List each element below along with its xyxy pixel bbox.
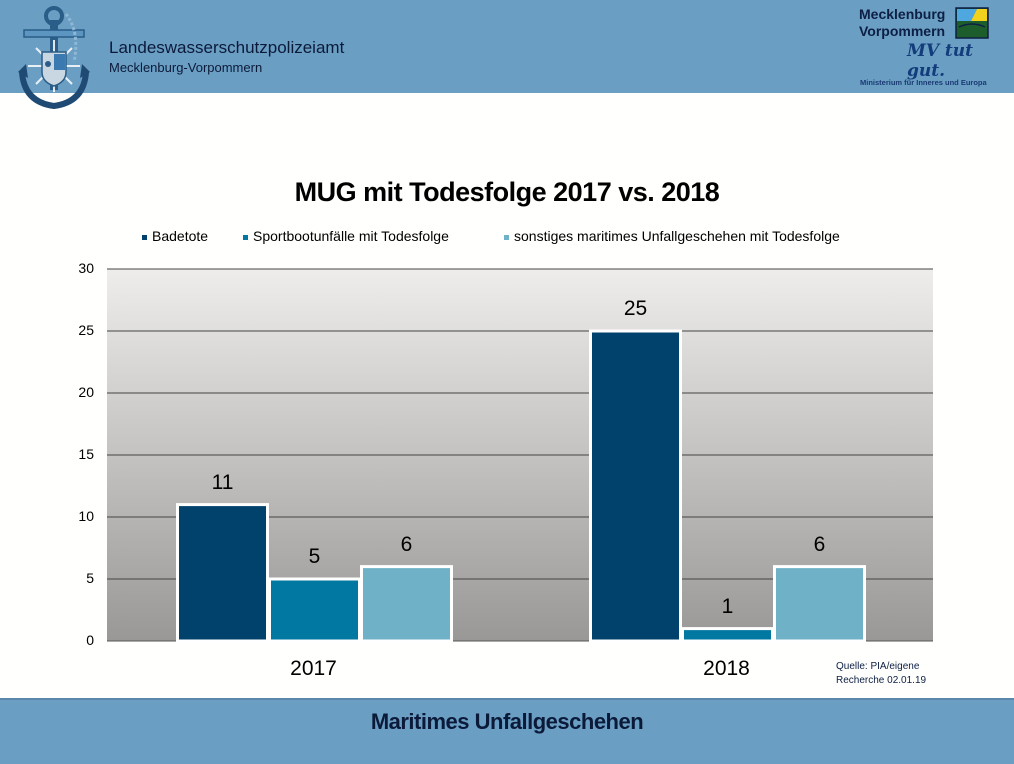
org-name: Landeswasserschutzpolizeiamt (109, 38, 345, 57)
y-tick-label: 20 (78, 384, 94, 400)
header-bar: Landeswasserschutzpolizeiamt Mecklenburg… (0, 0, 1014, 110)
data-label: 5 (308, 545, 321, 568)
data-label: 6 (400, 532, 413, 556)
footer-bar: Maritimes Unfallgeschehen (0, 698, 1014, 764)
bar-2018-series-0 (589, 329, 682, 643)
x-tick-label: 2018 (703, 657, 750, 680)
mv-flag-icon (955, 7, 989, 39)
legend-swatch-sportboot (243, 234, 248, 240)
data-label: 11 (211, 470, 234, 494)
legend-swatch-sonstiges (504, 234, 509, 240)
legend-item-sonstiges: sonstiges maritimes Unfallgeschehen mit … (504, 228, 840, 244)
org-subtitle: Mecklenburg-Vorpommern (109, 60, 263, 75)
source-note: Quelle: PIA/eigene Recherche 02.01.19 (836, 660, 926, 688)
plot-area (107, 269, 933, 641)
bar-2017-series-1 (268, 577, 361, 643)
mv-logo-line2: Vorpommern (859, 23, 946, 39)
legend-label: Badetote (152, 228, 209, 244)
mv-logo: Mecklenburg Vorpommern MV tut gut. Minis… (855, 5, 995, 90)
mv-logo-line1: Mecklenburg (859, 6, 946, 22)
y-tick-label: 0 (86, 632, 94, 648)
legend-label: Sportbootunfälle mit Todesfolge (253, 228, 449, 244)
data-label: 6 (813, 532, 826, 556)
footer-title: Maritimes Unfallgeschehen (370, 709, 644, 734)
bar-2018-series-1 (681, 627, 774, 643)
data-label: 25 (623, 297, 648, 320)
source-line2: Recherche 02.01.19 (836, 675, 927, 686)
data-label: 1 (721, 594, 734, 618)
ministry-label: Ministerium für Inneres und Europa (860, 78, 987, 87)
y-tick-label: 30 (78, 260, 94, 276)
y-tick-label: 5 (86, 570, 94, 586)
y-tick-label: 10 (78, 508, 94, 524)
y-tick-label: 15 (78, 446, 94, 462)
y-tick-label: 25 (78, 322, 94, 338)
bar-2017-series-2 (360, 565, 453, 643)
x-tick-label: 2017 (290, 657, 337, 680)
police-anchor-logo-icon (18, 6, 90, 110)
chart-title: MUG mit Todesfolge 2017 vs. 2018 (294, 177, 720, 207)
legend-item-badetote: Badetote (142, 228, 208, 244)
legend-swatch-badetote (142, 234, 147, 240)
bar-2018-series-2 (773, 565, 866, 643)
source-line1: Quelle: PIA/eigene (836, 661, 920, 672)
legend-label: sonstiges maritimes Unfallgeschehen mit … (514, 228, 840, 244)
mv-slogan: MV tut gut. (907, 41, 973, 81)
bar-2017-series-0 (176, 503, 269, 643)
legend-item-sportboot: Sportbootunfälle mit Todesfolge (243, 228, 449, 244)
